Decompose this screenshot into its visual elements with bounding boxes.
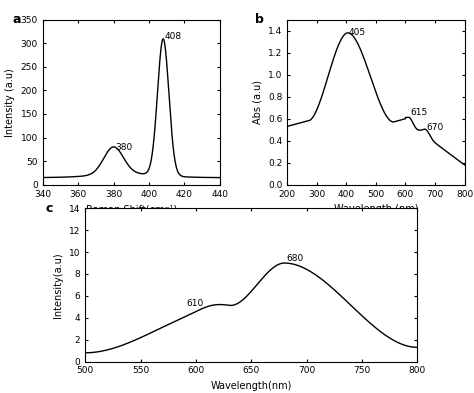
Y-axis label: Intensity(a.u): Intensity(a.u)	[54, 252, 64, 318]
Y-axis label: Intensity (a.u): Intensity (a.u)	[5, 68, 15, 136]
Text: 380: 380	[115, 143, 133, 152]
X-axis label: Wavelength (nm): Wavelength (nm)	[334, 204, 418, 214]
Text: 680: 680	[287, 254, 304, 263]
Text: 408: 408	[165, 31, 182, 40]
Text: a: a	[12, 13, 21, 26]
X-axis label: Raman Shift(cm⁻¹): Raman Shift(cm⁻¹)	[86, 204, 177, 214]
Text: b: b	[255, 13, 264, 26]
Text: c: c	[46, 202, 53, 215]
Text: 615: 615	[410, 108, 428, 118]
Y-axis label: Abs (a.u): Abs (a.u)	[253, 80, 263, 124]
Text: 670: 670	[427, 123, 444, 132]
Text: 405: 405	[349, 28, 366, 37]
Text: 610: 610	[186, 299, 204, 308]
X-axis label: Wavelength(nm): Wavelength(nm)	[210, 381, 292, 391]
